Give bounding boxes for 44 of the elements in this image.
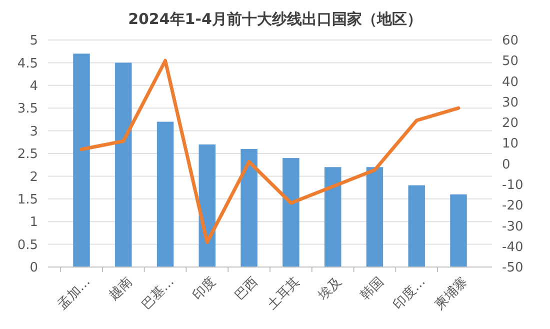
y2-tick-label: 60 (502, 34, 519, 49)
y-tick-label: 4 (30, 78, 38, 94)
bar (450, 194, 467, 267)
y-tick-label: 5 (30, 34, 38, 49)
y2-tick-label: -20 (502, 198, 524, 214)
y2-tick-label: 50 (502, 54, 519, 70)
chart-title: 2024年1-4月前十大纱线出口国家（地区） (128, 10, 422, 28)
y2-tick-label: -30 (502, 219, 524, 234)
x-tick-label: 印度 (190, 274, 220, 304)
x-tick-label: 柬埔寨 (432, 274, 471, 313)
bar (282, 158, 300, 267)
y-tick-label: 3.5 (17, 102, 38, 117)
y2-tick-label: 10 (502, 136, 519, 152)
x-tick-label: 孟加… (55, 274, 94, 313)
bar (73, 54, 90, 267)
y2-tick-label: 30 (502, 95, 519, 110)
x-tick-label: 土耳其 (264, 274, 303, 313)
x-tick-label: 印度… (390, 274, 429, 313)
y-tick-label: 2.5 (17, 147, 38, 162)
x-tick-label: 越南 (106, 274, 136, 304)
y2-tick-label: -10 (502, 178, 524, 194)
bar (408, 185, 425, 267)
y-tick-label: 2 (30, 170, 38, 185)
y-tick-label: 3 (30, 124, 38, 140)
x-tick-label: 埃及 (315, 274, 345, 304)
y-tick-label: 1 (30, 215, 38, 230)
x-tick-label: 巴基… (139, 274, 178, 313)
bar (324, 167, 342, 267)
line-series (80, 58, 460, 244)
bar (115, 62, 132, 267)
y-tick-label: 1.5 (17, 192, 38, 208)
y2-tick-label: 20 (502, 116, 519, 132)
bar (156, 122, 174, 267)
x-tick-label: 韩国 (358, 274, 387, 304)
x-tick-label: 巴西 (232, 274, 262, 304)
y2-tick-label: -40 (502, 240, 524, 255)
y-tick-label: 0 (30, 260, 38, 276)
y2-tick-label: 0 (502, 157, 510, 172)
y-tick-label: 0.5 (17, 238, 38, 253)
y2-tick-label: 40 (502, 74, 519, 90)
bar (240, 148, 258, 267)
y-tick-label: 4.5 (17, 56, 38, 72)
y2-tick-label: -50 (502, 260, 524, 276)
bar (366, 167, 384, 267)
